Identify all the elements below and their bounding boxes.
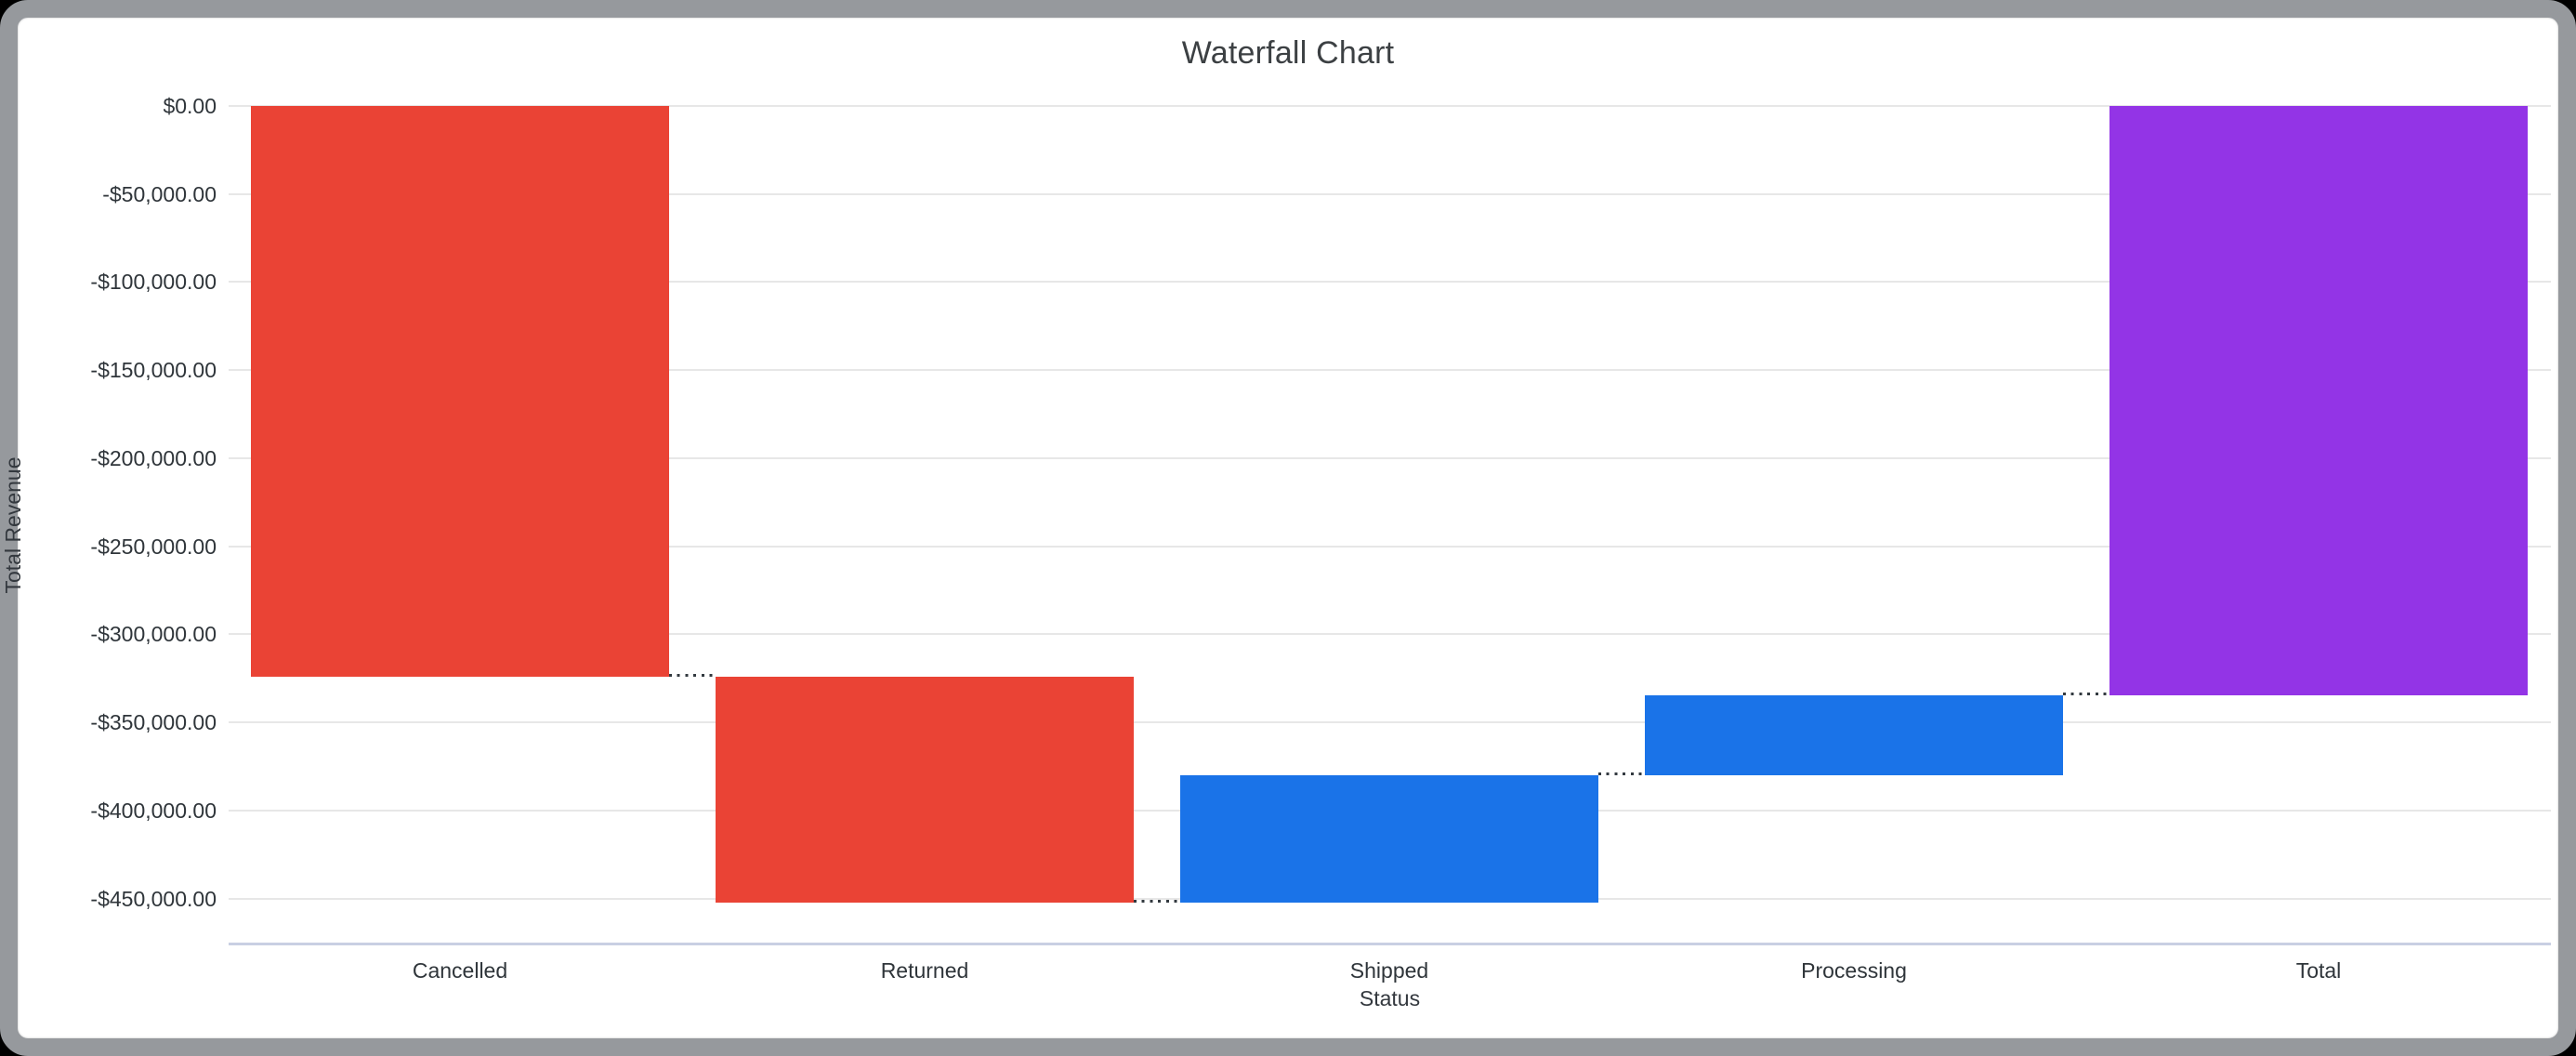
x-tick-label-shipped: Shipped: [1349, 958, 1429, 983]
gridline-4: [229, 456, 2551, 459]
gridline-2: [229, 281, 2551, 284]
y-tick-label-1: -$50,000.00: [102, 181, 217, 206]
waterfall-connector-2: [1598, 772, 1645, 776]
x-tick-label-returned: Returned: [880, 958, 969, 983]
y-tick-label-9: -$450,000.00: [90, 886, 217, 911]
y-tick-label-5: -$250,000.00: [90, 534, 217, 559]
y-tick-label-7: -$350,000.00: [90, 710, 217, 735]
gridline-1: [229, 192, 2551, 195]
x-tick-label-cancelled: Cancelled: [412, 958, 508, 983]
bar-total[interactable]: [2109, 106, 2528, 695]
y-tick-label-2: -$100,000.00: [90, 270, 217, 295]
gridline-7: [229, 721, 2551, 724]
gridline-6: [229, 633, 2551, 636]
y-tick-label-6: -$300,000.00: [90, 622, 217, 647]
bar-processing[interactable]: [1645, 694, 2063, 776]
waterfall-connector-0: [669, 673, 716, 677]
bar-returned[interactable]: [716, 676, 1134, 903]
waterfall-connector-3: [2063, 692, 2109, 695]
x-tick-label-total: Total: [2295, 958, 2342, 983]
x-tick-label-processing: Processing: [1801, 958, 1907, 983]
waterfall-connector-1: [1134, 899, 1180, 903]
plot-area: [229, 105, 2551, 945]
gridline-0: [229, 105, 2551, 107]
y-tick-label-3: -$150,000.00: [90, 358, 217, 383]
bar-cancelled[interactable]: [251, 106, 669, 677]
gridline-5: [229, 545, 2551, 548]
chart-title: Waterfall Chart: [1181, 35, 1395, 71]
x-axis-title: Status: [1359, 986, 1421, 1010]
y-tick-label-8: -$400,000.00: [90, 798, 217, 823]
y-tick-label-0: $0.00: [163, 94, 217, 118]
gridline-3: [229, 369, 2551, 372]
bar-shipped[interactable]: [1180, 775, 1598, 903]
y-tick-label-4: -$200,000.00: [90, 445, 217, 470]
x-axis-baseline-line: [229, 943, 2551, 945]
